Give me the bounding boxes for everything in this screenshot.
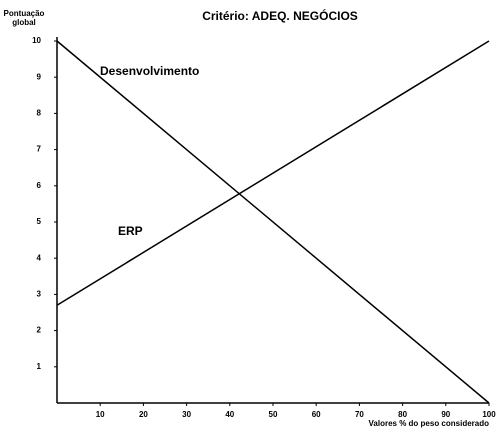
y-axis-label-line: global xyxy=(12,18,36,27)
y-tick-label: 1 xyxy=(37,362,42,371)
series-label: Desenvolvimento xyxy=(100,64,199,78)
y-tick-label: 6 xyxy=(37,181,42,190)
y-tick-label: 9 xyxy=(37,72,42,81)
y-tick-label: 8 xyxy=(37,109,42,118)
y-axis-label-line: Pontuação xyxy=(4,9,45,18)
x-tick-label: 90 xyxy=(441,410,450,419)
x-tick-label: 80 xyxy=(398,410,407,419)
chart-title: Critério: ADEQ. NEGÓCIOS xyxy=(202,8,358,23)
y-tick-label: 10 xyxy=(32,36,41,45)
x-tick-label: 50 xyxy=(269,410,278,419)
x-tick-label: 100 xyxy=(482,410,496,419)
series-line xyxy=(56,40,490,306)
y-tick-label: 3 xyxy=(37,290,42,299)
x-tick-label: 10 xyxy=(96,410,105,419)
y-axis-label: Pontuação global xyxy=(4,9,45,27)
y-tick-label: 4 xyxy=(37,253,42,262)
x-tick-label: 60 xyxy=(312,410,321,419)
series-label: ERP xyxy=(118,224,143,238)
series-line xyxy=(56,40,490,404)
x-tick-label: 70 xyxy=(355,410,364,419)
x-tick-label: 20 xyxy=(139,410,148,419)
y-tick-label: 2 xyxy=(37,326,42,335)
x-tick-label: 30 xyxy=(182,410,191,419)
y-tick-label: 5 xyxy=(37,217,42,226)
y-tick-label: 7 xyxy=(37,145,42,154)
x-axis-label: Valores % do peso considerado xyxy=(369,419,490,428)
x-tick-label: 40 xyxy=(225,410,234,419)
